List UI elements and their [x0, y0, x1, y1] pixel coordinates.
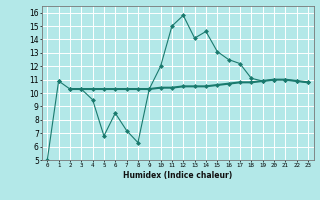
X-axis label: Humidex (Indice chaleur): Humidex (Indice chaleur): [123, 171, 232, 180]
